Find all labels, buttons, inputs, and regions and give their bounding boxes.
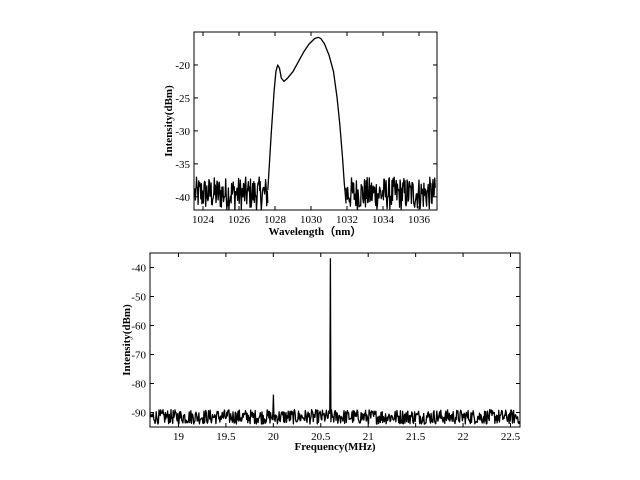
spectrum-x-tick-label: 1034 bbox=[372, 214, 395, 226]
spectrum-y-tick-label: -20 bbox=[175, 60, 190, 72]
rf-spectrum-trace bbox=[149, 258, 520, 425]
spectrum-x-axis-label: Wavelength（nm） bbox=[269, 225, 362, 238]
spectrum-y-tick-label: -25 bbox=[175, 93, 190, 105]
spectrum-x-tick-label: 1032 bbox=[336, 214, 358, 226]
spectrum-plot-frame bbox=[193, 31, 438, 211]
spectrum-signal-trace bbox=[267, 36, 347, 204]
spectrum-x-tick-label: 1036 bbox=[408, 214, 431, 226]
rf-x-tick-label: 22 bbox=[458, 431, 469, 443]
rf-y-tick-label: -50 bbox=[131, 292, 146, 304]
rf-x-tick-label: 19 bbox=[173, 431, 185, 443]
rf-y-tick-label: -80 bbox=[131, 379, 146, 391]
rf-y-tick-label: -70 bbox=[131, 350, 146, 362]
rf-x-tick-label: 21.5 bbox=[406, 431, 426, 443]
rf-y-ticks: -40 -50 -60 -70 -80 -90 bbox=[131, 263, 520, 420]
rf-x-tick-label: 21 bbox=[363, 431, 374, 443]
rf-x-tick-label: 20 bbox=[268, 431, 280, 443]
rf-y-axis-label: Intensity(dBm) bbox=[121, 304, 133, 376]
rf-x-tick-label: 19.5 bbox=[216, 431, 236, 443]
spectrum-x-tick-label: 1030 bbox=[300, 214, 323, 226]
spectrum-y-tick-label: -30 bbox=[175, 126, 190, 138]
spectrum-noise-trace bbox=[194, 176, 436, 211]
rf-x-axis-label: Frequency(MHz) bbox=[294, 441, 375, 453]
spectrum-y-tick-label: -40 bbox=[175, 192, 190, 204]
spectrum-x-tick-label: 1028 bbox=[264, 214, 287, 226]
optical-spectrum-chart: 1024 1026 1028 1030 1032 1034 1036 -20 -25 -30 -3… bbox=[163, 31, 438, 238]
rf-y-tick-label: -60 bbox=[131, 321, 146, 333]
spectrum-x-tick-label: 1026 bbox=[228, 214, 251, 226]
rf-y-tick-label: -40 bbox=[131, 263, 146, 275]
rf-x-ticks: 19 19.5 20 20.5 21 21.5 22 22.5 bbox=[173, 253, 521, 443]
spectrum-x-tick-label: 1024 bbox=[192, 214, 215, 226]
rf-y-tick-label: -90 bbox=[131, 408, 146, 420]
spectrum-y-axis-label: Intensity(dBm) bbox=[163, 85, 175, 157]
spectrum-y-tick-label: -35 bbox=[175, 159, 190, 171]
spectrum-x-ticks: 1024 1026 1028 1030 1032 1034 1036 bbox=[192, 32, 431, 226]
rf-x-tick-label: 22.5 bbox=[501, 431, 521, 443]
rf-spectrum-chart: 19 19.5 20 20.5 21 21.5 22 22.5 -40 -50 -60 -70 -80… bbox=[121, 252, 521, 453]
spectrum-y-ticks: -20 -25 -30 -35 -40 bbox=[175, 60, 437, 204]
rf-x-tick-label: 20.5 bbox=[311, 431, 331, 443]
rf-plot-frame bbox=[149, 252, 521, 428]
